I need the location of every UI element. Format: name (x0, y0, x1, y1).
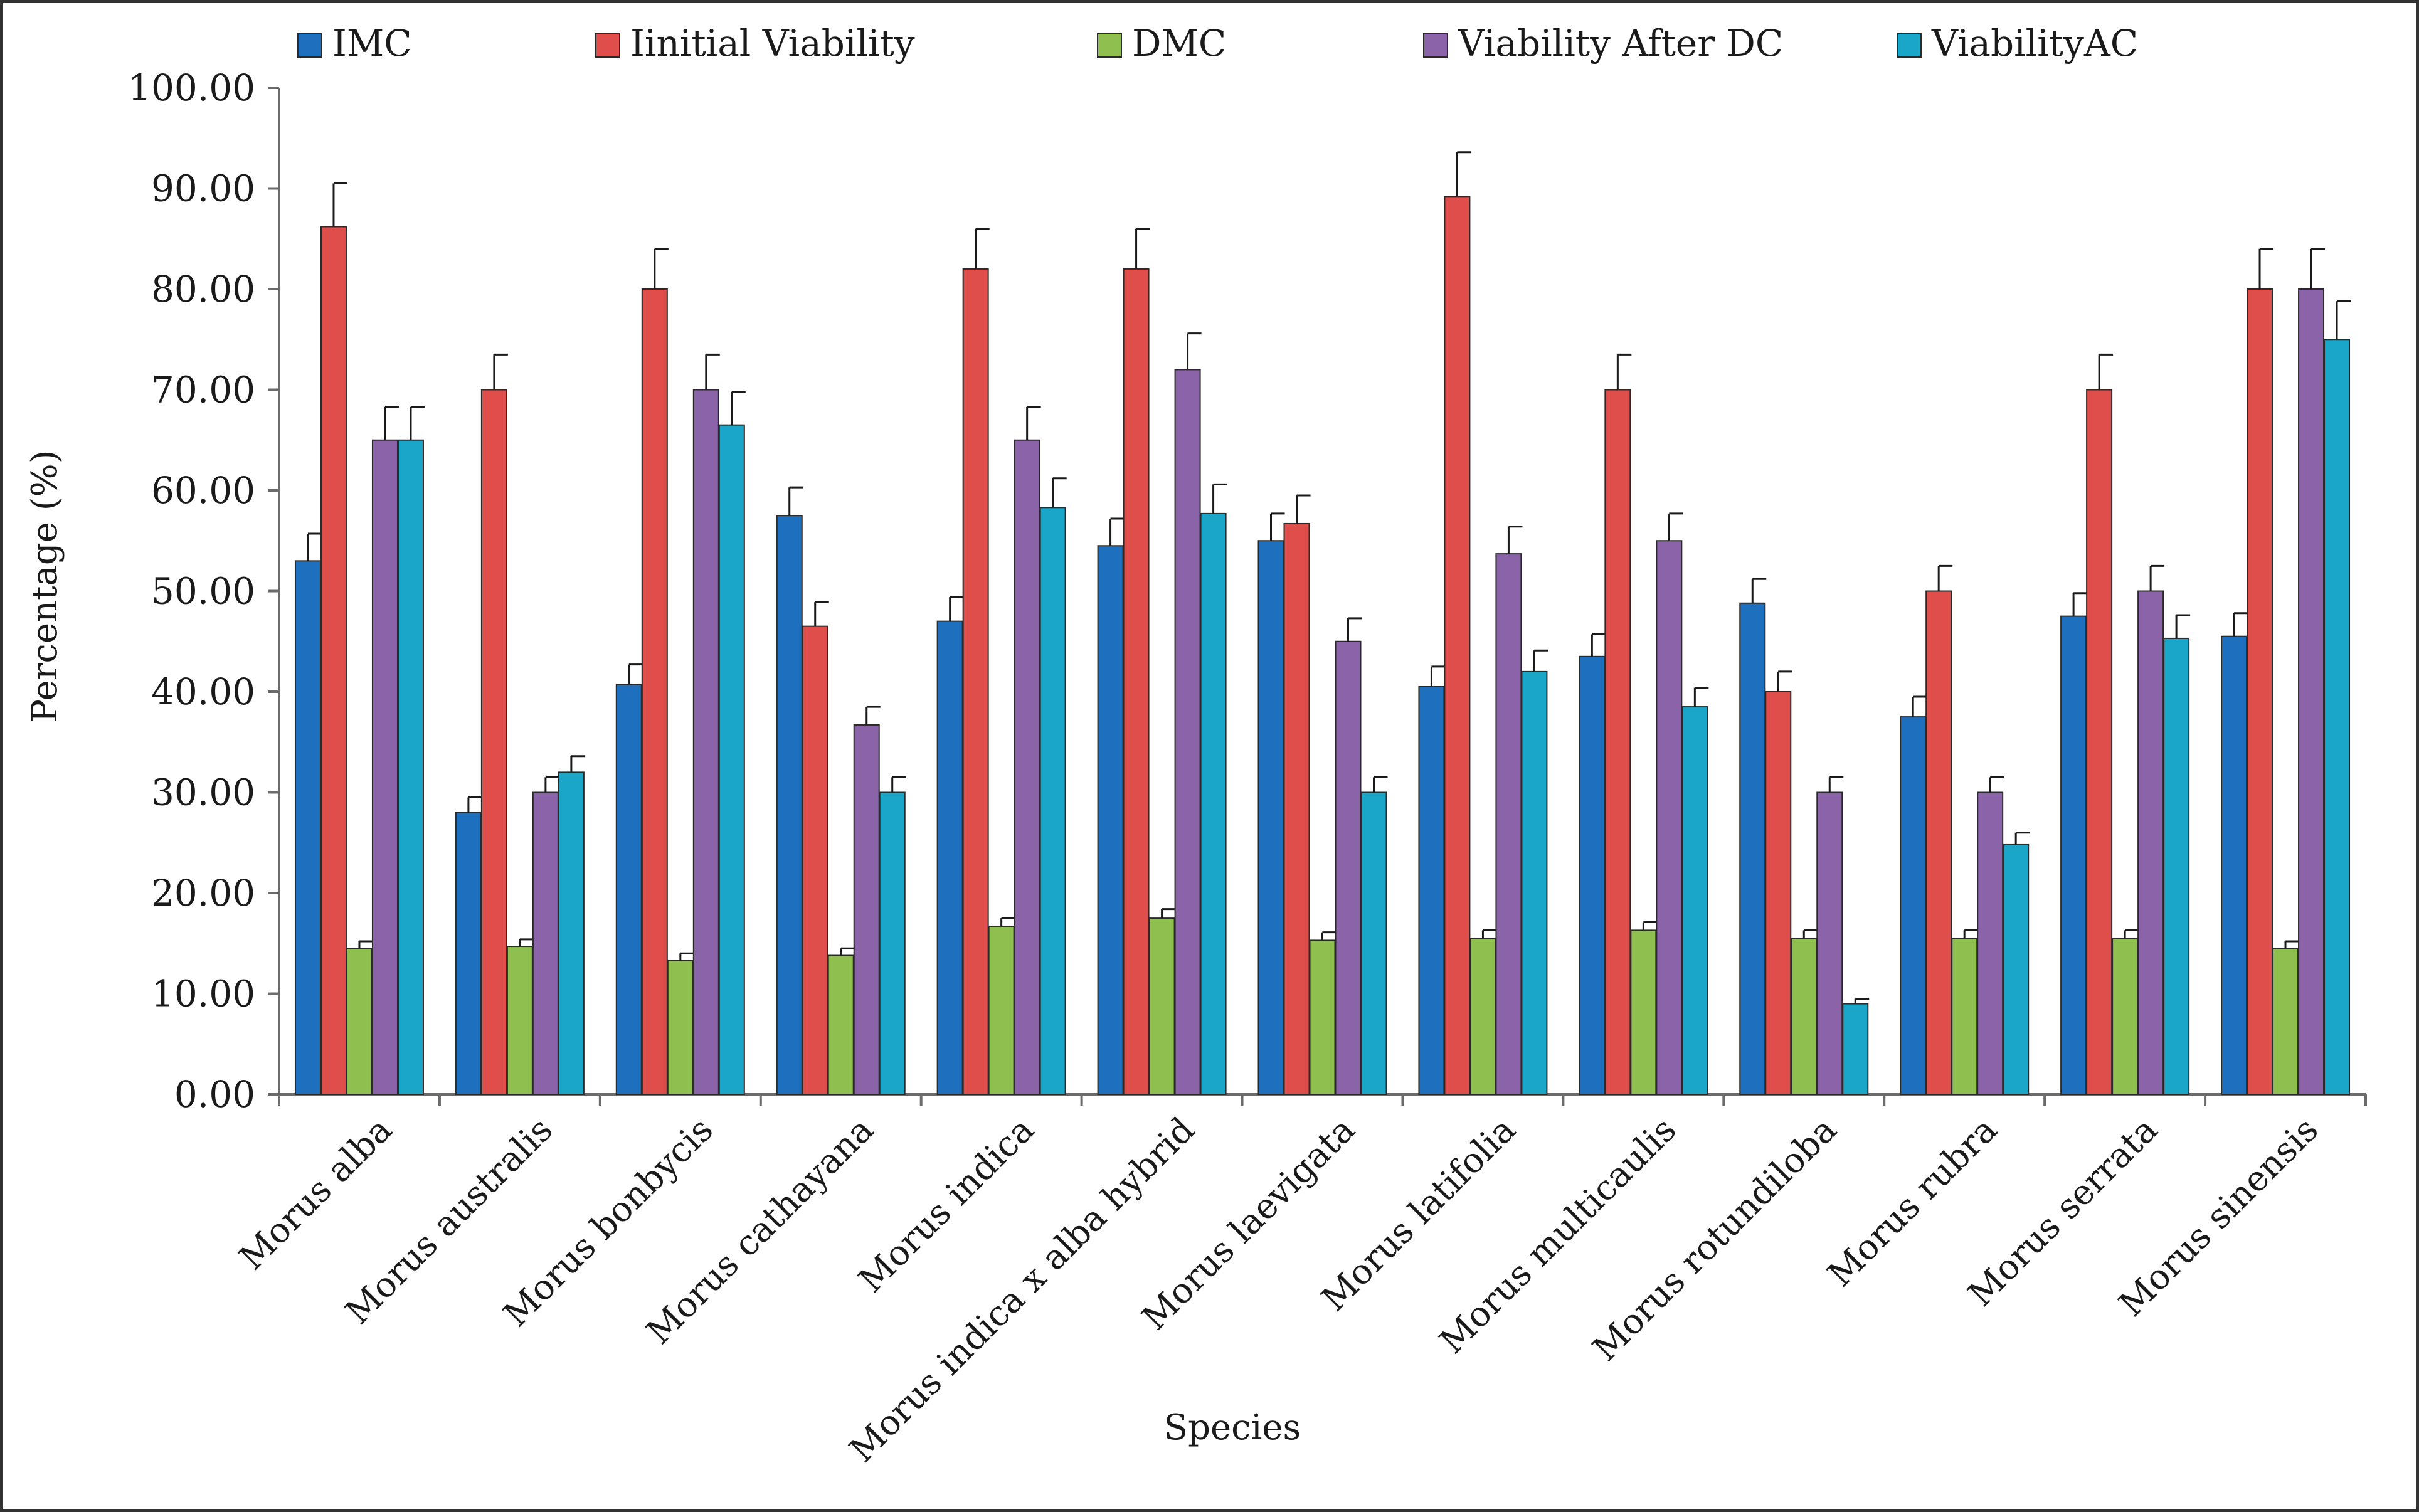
bar (1579, 655, 1606, 1095)
x-tick-label: Morus alba (231, 1109, 400, 1277)
bar (1521, 670, 1548, 1095)
legend-label: IMC (332, 22, 412, 65)
legend-swatch (1423, 33, 1448, 58)
bar (2324, 339, 2351, 1095)
bar (1656, 540, 1683, 1095)
bar (776, 515, 803, 1095)
bar (1977, 791, 2004, 1095)
bar (1360, 791, 1387, 1095)
bar (2086, 389, 2113, 1095)
bar (532, 791, 559, 1095)
bar (1097, 545, 1124, 1095)
y-tick-label: 100.00 (128, 66, 255, 109)
bar (506, 946, 533, 1095)
bar (802, 625, 828, 1095)
bar (371, 439, 398, 1095)
bar (2112, 938, 2139, 1095)
legend-swatch (1897, 33, 1922, 58)
legend-label: DMC (1132, 22, 1226, 65)
legend-label: ViabilityAC (1931, 22, 2138, 65)
bar (879, 791, 906, 1095)
bar (1765, 691, 1792, 1095)
bar (1444, 196, 1471, 1096)
bar (2221, 635, 2248, 1095)
bar (988, 925, 1015, 1095)
x-tick-label: Morus indica x alba hybrid (842, 1109, 1202, 1470)
bar (480, 389, 507, 1095)
bar (1418, 685, 1445, 1095)
bar (1200, 512, 1227, 1095)
legend-label: Iinitial Viability (630, 22, 915, 65)
bar (2272, 948, 2299, 1096)
bar (558, 771, 585, 1095)
bar (1900, 716, 1927, 1095)
bar (853, 724, 880, 1095)
bar (346, 948, 373, 1096)
legend-swatch (297, 33, 322, 58)
legend-label: Viability After DC (1458, 22, 1783, 65)
bar (1925, 590, 1952, 1095)
bar (455, 812, 482, 1095)
x-axis-title: Species (1164, 1407, 1301, 1448)
bar (962, 268, 989, 1095)
bar (1283, 522, 1310, 1095)
bar (1257, 540, 1284, 1095)
bar (1739, 602, 1766, 1095)
bar (294, 560, 321, 1095)
bar (2298, 288, 2325, 1095)
bar (1630, 929, 1657, 1095)
bar (2137, 590, 2164, 1095)
bar (1816, 791, 1843, 1095)
y-tick-label: 70.00 (151, 369, 255, 411)
y-tick-label: 0.00 (174, 1073, 255, 1116)
y-tick-label: 10.00 (151, 973, 255, 1015)
bar (827, 954, 854, 1096)
bar (1309, 939, 1336, 1096)
x-tick-label: Morus rubra (1820, 1109, 2005, 1294)
y-tick-label: 80.00 (151, 268, 255, 310)
bar (667, 960, 694, 1096)
bar (1148, 917, 1175, 1095)
bar-chart: IMC Iinitial Viability DMC Viability After … (24, 22, 2367, 1470)
bar (1469, 938, 1496, 1095)
legend-swatch (1097, 33, 1122, 58)
bar (1174, 369, 1201, 1095)
legend-swatch (595, 33, 620, 58)
bar (692, 389, 719, 1095)
bar (1014, 439, 1040, 1095)
bar (1681, 706, 1708, 1095)
bar (1335, 640, 1362, 1095)
bars (294, 151, 2351, 1096)
bar (718, 424, 745, 1095)
y-axis-title: Percentage (%) (24, 450, 65, 722)
bar (2060, 615, 2087, 1095)
bar (2163, 637, 2190, 1095)
y-tick-label: 90.00 (151, 167, 255, 210)
bar (1604, 389, 1631, 1095)
bar (2003, 843, 2030, 1095)
bar (397, 439, 424, 1095)
y-tick-label: 50.00 (151, 570, 255, 613)
bar (1495, 553, 1522, 1095)
legend: IMC Iinitial Viability DMC Viability After … (297, 22, 2138, 65)
bar (1842, 1003, 1869, 1096)
bar (1791, 938, 1818, 1095)
bar (1039, 507, 1066, 1095)
y-tick-label: 60.00 (151, 469, 255, 512)
y-tick-label: 40.00 (151, 670, 255, 713)
bar (1951, 938, 1978, 1095)
y-tick-label: 30.00 (151, 771, 255, 814)
y-axis: 0.00 10.00 20.00 30.00 40.00 50.00 60.00 70.00 8… (128, 66, 280, 1116)
bar (615, 684, 642, 1095)
bar (936, 620, 963, 1095)
y-tick-label: 20.00 (151, 872, 255, 914)
bar (2247, 288, 2273, 1095)
bar (641, 288, 668, 1095)
bar (1123, 268, 1150, 1095)
bar (320, 226, 347, 1095)
